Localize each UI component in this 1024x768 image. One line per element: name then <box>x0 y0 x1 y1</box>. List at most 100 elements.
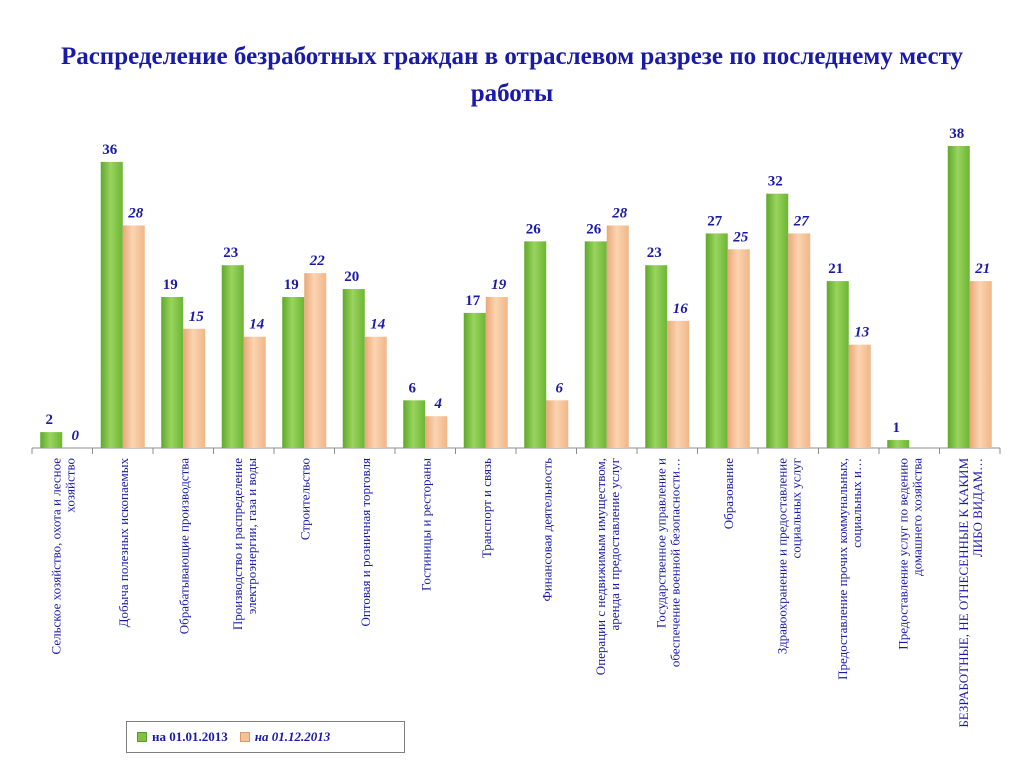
data-label-series1: 26 <box>526 221 542 237</box>
category-label-line: Гостиницы и рестораны <box>418 458 433 591</box>
bar-series2 <box>304 273 327 448</box>
bar-series2 <box>364 336 387 448</box>
bar-series2 <box>667 320 690 448</box>
category-label-line: Производство и распределение <box>230 458 245 630</box>
bar-series2 <box>969 281 992 448</box>
bar-series1 <box>524 241 547 448</box>
data-label-series1: 6 <box>409 380 417 396</box>
data-label-series2: 21 <box>974 261 990 277</box>
category-label-line: Финансовая деятельность <box>539 458 554 602</box>
category-label: Государственное управление и обеспечение … <box>653 458 682 667</box>
bar-series2 <box>848 344 871 448</box>
bar-series1 <box>887 440 910 448</box>
category-label-line: Обрабатывающие производства <box>176 458 191 634</box>
bar-series2 <box>122 225 145 448</box>
category-label-line: хозяйство <box>62 458 77 513</box>
data-label-series2: 28 <box>127 205 144 221</box>
data-label-series2: 13 <box>854 325 870 341</box>
bar-series1 <box>584 241 607 448</box>
category-label-line: Образование <box>721 458 736 529</box>
data-label-series1: 21 <box>828 261 843 277</box>
category-label: Предоставление прочих коммунальных, социа… <box>835 458 864 680</box>
bar-series2 <box>606 225 629 448</box>
data-label-series1: 17 <box>465 293 481 309</box>
category-label: Финансовая деятельность <box>539 458 554 602</box>
bar-series1 <box>705 233 728 448</box>
data-label-series2: 25 <box>732 229 749 245</box>
category-label: Транспорт и связь <box>479 458 494 558</box>
bar-series1 <box>463 312 486 448</box>
category-label-line: Транспорт и связь <box>479 458 494 558</box>
data-label-series2: 22 <box>309 253 326 269</box>
category-label-line: БЕЗРАБОТНЫЕ, НЕ ОТНЕСЕННЫЕ К КАКИМ <box>956 458 971 728</box>
data-label-series2: 16 <box>673 301 689 317</box>
data-label-series2: 28 <box>611 205 628 221</box>
data-label-series1: 20 <box>344 269 359 285</box>
bar-series1 <box>403 400 426 448</box>
category-label-line: ЛИБО ВИДАМ… <box>970 458 985 557</box>
bar-series1 <box>282 297 305 448</box>
bar-series2 <box>546 400 569 448</box>
data-label-series2: 15 <box>189 309 205 325</box>
bar-series1 <box>826 281 849 448</box>
category-label-line: обеспечение военной безопасности… <box>667 458 682 667</box>
category-label-line: Здравоохранение и предоставление <box>774 458 789 654</box>
bar-series1 <box>766 193 789 448</box>
category-label-line: домашнего хозяйства <box>909 458 924 576</box>
bar-series1 <box>342 289 365 448</box>
bar-series2 <box>788 233 811 448</box>
data-label-series1: 27 <box>707 213 723 229</box>
category-label: Образование <box>721 458 736 529</box>
category-label-line: Предоставление услуг по ведению <box>895 458 910 650</box>
category-label: Здравоохранение и предоставление социальн… <box>774 458 803 654</box>
data-label-series1: 1 <box>893 420 901 436</box>
data-label-series1: 19 <box>284 277 299 293</box>
data-label-series2: 6 <box>556 380 564 396</box>
data-label-series2: 0 <box>72 428 80 444</box>
bar-series1 <box>221 265 244 448</box>
category-label-line: Оптовая и розничная торговля <box>358 458 373 627</box>
category-label-line: Государственное управление и <box>653 458 668 628</box>
bar-series2 <box>425 416 448 448</box>
bar-series1 <box>161 297 184 448</box>
category-label: БЕЗРАБОТНЫЕ, НЕ ОТНЕСЕННЫЕ К КАКИМ ЛИБО В… <box>956 458 985 728</box>
bar-series1 <box>947 146 970 448</box>
bar-series2 <box>485 297 508 448</box>
category-label-line: Предоставление прочих коммунальных, <box>835 458 850 680</box>
legend-item-series2: на 01.12.2013 <box>239 729 331 745</box>
data-label-series1: 23 <box>223 245 238 261</box>
chart-title: Распределение безработных граждан в отра… <box>60 43 964 107</box>
category-label: Строительство <box>297 458 312 540</box>
data-label-series1: 32 <box>768 174 783 190</box>
category-label: Производство и распределение электроэнерг… <box>230 458 259 630</box>
legend-swatch-peach <box>239 732 250 742</box>
bar-series1 <box>40 432 63 448</box>
data-label-series2: 14 <box>249 317 265 333</box>
category-label: Предоставление услуг по ведению домашнего… <box>895 458 924 650</box>
data-label-series1: 26 <box>586 221 602 237</box>
data-label-series2: 27 <box>793 213 810 229</box>
data-label-series2: 14 <box>370 317 386 333</box>
category-label: Операции с недвижимым имуществом, аренда … <box>593 458 622 675</box>
bar-series2 <box>183 328 206 448</box>
category-label-line: электроэнергии, газа и воды <box>244 458 259 615</box>
bar-series2 <box>243 336 266 448</box>
legend-label-series2: на 01.12.2013 <box>254 729 331 744</box>
bar-series1 <box>645 265 668 448</box>
data-label-series2: 4 <box>434 396 443 412</box>
data-label-series1: 38 <box>949 126 964 142</box>
category-label: Оптовая и розничная торговля <box>358 458 373 627</box>
data-label-series1: 19 <box>163 277 178 293</box>
legend-label-series1: на 01.01.2013 <box>152 729 228 744</box>
category-label-line: социальных и… <box>849 458 864 548</box>
category-label-line: аренда и предоставление услуг <box>607 458 622 630</box>
category-label: Гостиницы и рестораны <box>418 458 433 591</box>
data-label-series1: 23 <box>647 245 662 261</box>
category-label: Добыча полезных ископаемых <box>116 458 131 628</box>
legend-item-series1: на 01.01.2013 <box>137 729 228 745</box>
category-label-line: Строительство <box>297 458 312 540</box>
category-label: Сельское хозяйство, охота и лесное хозяйс… <box>48 458 77 655</box>
data-label-series1: 2 <box>46 412 54 428</box>
category-label-line: Добыча полезных ископаемых <box>116 458 131 628</box>
data-label-series1: 36 <box>102 142 118 158</box>
